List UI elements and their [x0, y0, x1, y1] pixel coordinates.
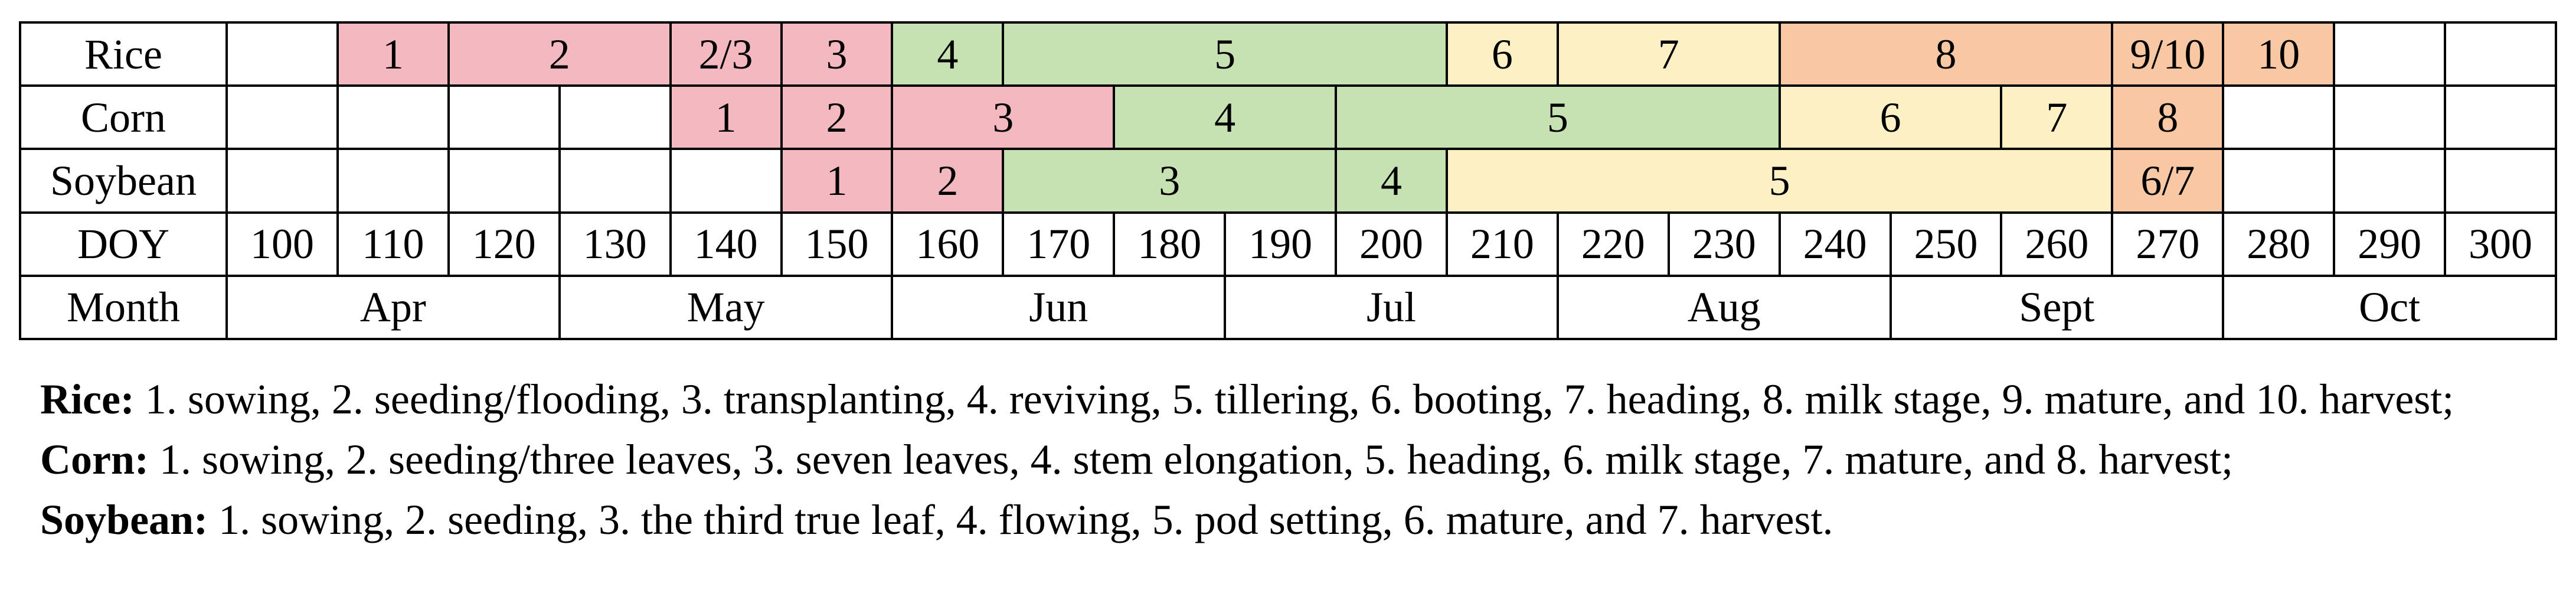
stage-soybean-5: 5: [1445, 148, 2111, 211]
doy-130: 130: [558, 211, 669, 275]
doy-240: 240: [1778, 211, 1889, 275]
doy-140: 140: [669, 211, 780, 275]
empty-cell: [669, 148, 780, 211]
doy-220: 220: [1556, 211, 1668, 275]
legend-corn-name: Corn:: [40, 436, 149, 483]
stage-legend: Rice: 1. sowing, 2. seeding/flooding, 3.…: [40, 369, 2549, 550]
stage-corn-8: 8: [2111, 84, 2222, 148]
month-jun: Jun: [891, 274, 1224, 338]
empty-cell: [336, 148, 447, 211]
stage-rice-10: 10: [2222, 21, 2333, 85]
stage-corn-6: 6: [1778, 84, 2000, 148]
empty-cell: [2444, 148, 2555, 211]
empty-cell: [447, 148, 558, 211]
stage-corn-7: 7: [2000, 84, 2111, 148]
empty-cell: [225, 21, 336, 85]
stage-rice-6: 6: [1445, 21, 1557, 85]
row-header-month: Month: [19, 274, 225, 338]
stage-rice-3: 3: [780, 21, 891, 85]
stage-rice-9-10: 9/10: [2111, 21, 2222, 85]
stage-rice-1: 1: [336, 21, 447, 85]
stage-soybean-1: 1: [780, 148, 891, 211]
doy-160: 160: [891, 211, 1002, 275]
stage-corn-3: 3: [891, 84, 1113, 148]
doy-170: 170: [1002, 211, 1113, 275]
month-aug: Aug: [1556, 274, 1889, 338]
empty-cell: [2333, 148, 2444, 211]
stage-corn-2: 2: [780, 84, 891, 148]
stage-soybean-6-7: 6/7: [2111, 148, 2222, 211]
empty-cell: [2333, 21, 2444, 85]
stage-soybean-4: 4: [1335, 148, 1446, 211]
month-jul: Jul: [1224, 274, 1557, 338]
month-may: May: [558, 274, 891, 338]
doy-180: 180: [1113, 211, 1224, 275]
doy-290: 290: [2333, 211, 2444, 275]
legend-rice: Rice: 1. sowing, 2. seeding/flooding, 3.…: [40, 369, 2549, 429]
doy-120: 120: [447, 211, 558, 275]
empty-cell: [225, 84, 336, 148]
doy-110: 110: [336, 211, 447, 275]
empty-cell: [558, 148, 669, 211]
doy-270: 270: [2111, 211, 2222, 275]
empty-cell: [2333, 84, 2444, 148]
legend-soybean-text: 1. sowing, 2. seeding, 3. the third true…: [208, 496, 1833, 543]
stage-corn-1: 1: [669, 84, 780, 148]
month-oct: Oct: [2222, 274, 2555, 338]
phenology-table: Rice Corn Soybean DOY Month 1 2 2/3 3 4 5 6 7 8 9/10 10…: [19, 21, 2557, 340]
doy-100: 100: [225, 211, 336, 275]
empty-cell: [2222, 148, 2333, 211]
stage-rice-7: 7: [1556, 21, 1779, 85]
stage-rice-8: 8: [1778, 21, 2111, 85]
month-sept: Sept: [1889, 274, 2222, 338]
empty-cell: [2444, 21, 2555, 85]
stage-rice-2: 2: [447, 21, 669, 85]
month-apr: Apr: [225, 274, 558, 338]
legend-rice-text: 1. sowing, 2. seeding/flooding, 3. trans…: [134, 376, 2454, 423]
legend-soybean-name: Soybean:: [40, 496, 208, 543]
stage-corn-5: 5: [1335, 84, 1779, 148]
row-header-rice: Rice: [19, 21, 225, 85]
empty-cell: [558, 84, 669, 148]
row-header-soybean: Soybean: [19, 148, 225, 211]
doy-300: 300: [2444, 211, 2555, 275]
row-header-doy: DOY: [19, 211, 225, 275]
legend-corn: Corn: 1. sowing, 2. seeding/three leaves…: [40, 429, 2549, 490]
legend-rice-name: Rice:: [40, 376, 135, 423]
stage-rice-2-3: 2/3: [669, 21, 780, 85]
stage-corn-4: 4: [1113, 84, 1335, 148]
stage-soybean-3: 3: [1002, 148, 1335, 211]
doy-260: 260: [2000, 211, 2111, 275]
empty-cell: [225, 148, 336, 211]
empty-cell: [2444, 84, 2555, 148]
doy-150: 150: [780, 211, 891, 275]
empty-cell: [447, 84, 558, 148]
empty-cell: [336, 84, 447, 148]
doy-190: 190: [1224, 211, 1335, 275]
doy-280: 280: [2222, 211, 2333, 275]
doy-210: 210: [1445, 211, 1557, 275]
stage-rice-4: 4: [891, 21, 1002, 85]
stage-soybean-2: 2: [891, 148, 1002, 211]
doy-230: 230: [1667, 211, 1779, 275]
legend-corn-text: 1. sowing, 2. seeding/three leaves, 3. s…: [148, 436, 2234, 483]
row-header-corn: Corn: [19, 84, 225, 148]
stage-rice-5: 5: [1002, 21, 1446, 85]
doy-250: 250: [1889, 211, 2000, 275]
doy-200: 200: [1335, 211, 1446, 275]
empty-cell: [2222, 84, 2333, 148]
legend-soybean: Soybean: 1. sowing, 2. seeding, 3. the t…: [40, 490, 2549, 550]
